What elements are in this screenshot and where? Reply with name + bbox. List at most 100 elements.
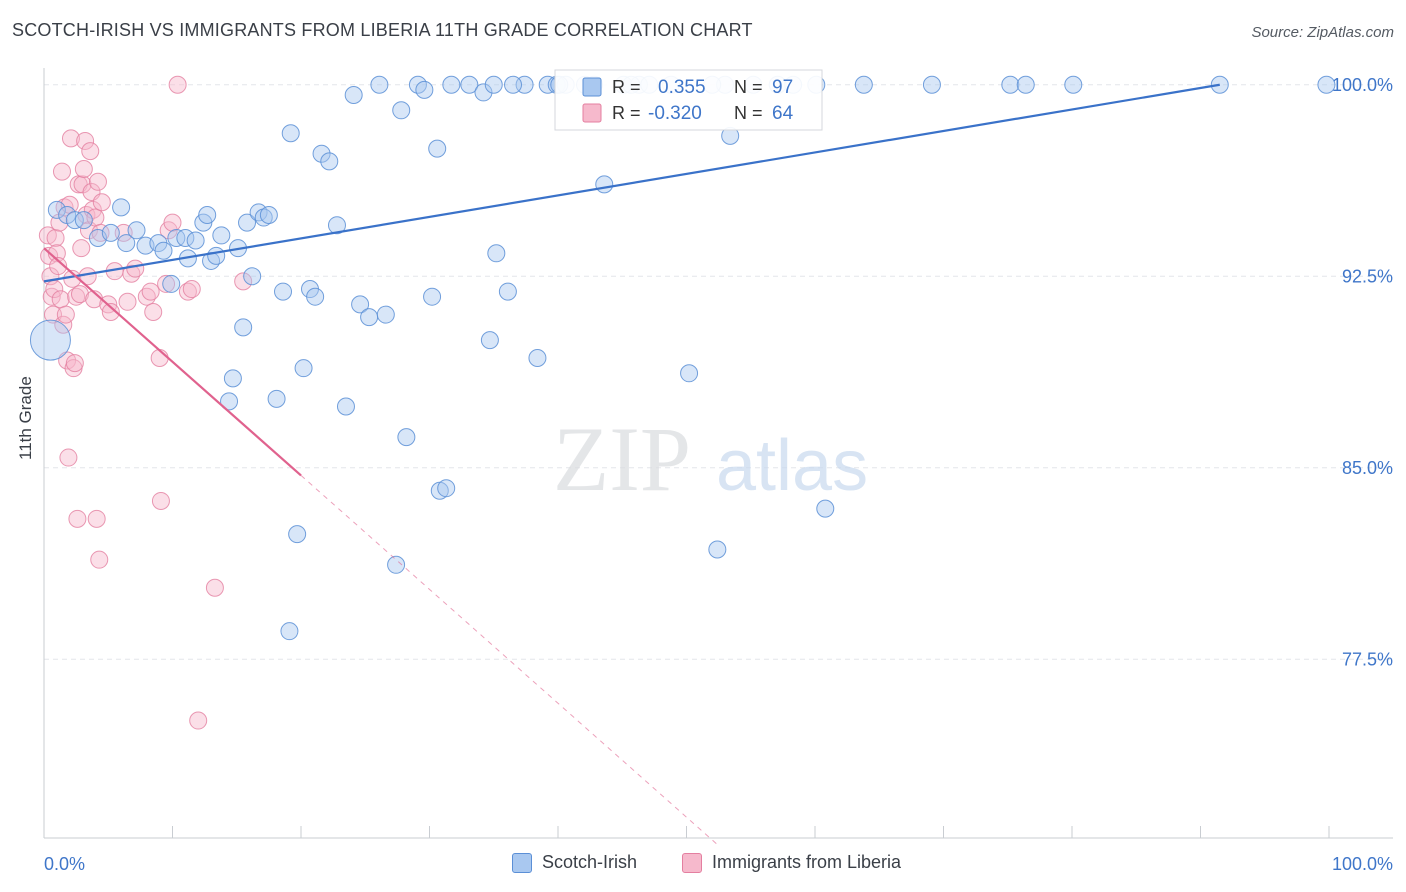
liberia-point [59, 448, 78, 467]
scotch-irish-points [29, 75, 1336, 641]
liberia-point [52, 162, 71, 181]
scotch-irish-point [392, 101, 411, 120]
scotch-irish-point [504, 75, 523, 94]
scotch-irish-point [154, 241, 173, 260]
liberia-point [157, 274, 176, 293]
x-tick-label-right: 100.0% [1332, 854, 1393, 874]
scotch-irish-point [212, 226, 231, 245]
scotch-irish-point [162, 274, 181, 293]
liberia-point [73, 175, 92, 194]
y-tick-label-1: 92.5% [1342, 266, 1393, 286]
liberia-point [46, 228, 65, 247]
liberia-point [126, 259, 145, 278]
scotch-irish-point [223, 369, 242, 388]
scotch-irish-point [238, 213, 257, 232]
scotch-irish-point [1016, 75, 1035, 94]
scotch-irish-point [320, 152, 339, 171]
scotch-irish-point [428, 139, 447, 158]
liberia-point [234, 272, 253, 291]
scotch-irish-point [176, 228, 195, 247]
legend-r-value-1: 0.355 [658, 77, 706, 98]
legend-label-liberia: Immigrants from Liberia [712, 852, 902, 872]
legend-swatch-scotch-irish [512, 852, 532, 873]
liberia-point [74, 160, 93, 179]
scotch-irish-point [437, 479, 456, 498]
scotch-irish-point [397, 428, 416, 447]
legend-swatch-pink [582, 103, 602, 123]
scotch-irish-point [460, 75, 479, 94]
gridlines [44, 84, 1393, 660]
liberia-point [81, 142, 100, 161]
liberia-point [56, 305, 75, 324]
scotch-irish-point [288, 525, 307, 544]
liberia-point [182, 280, 201, 299]
axes [43, 68, 1393, 839]
liberia-point [92, 193, 111, 212]
scotch-irish-point [376, 305, 395, 324]
scotch-irish-point [127, 221, 146, 240]
liberia-point [70, 285, 89, 304]
liberia-point [141, 282, 160, 301]
liberia-point [51, 290, 70, 309]
scotch-irish-point [484, 75, 503, 94]
legend-swatch-blue [582, 77, 602, 97]
legend-swatch-liberia [682, 852, 702, 873]
scotch-irish-point [387, 555, 406, 574]
legend-r-label-2: R = [612, 103, 641, 123]
scotch-irish-point [351, 295, 370, 314]
scotch-irish-point [1001, 75, 1020, 94]
scotch-irish-point [360, 308, 379, 327]
scotch-irish-point [274, 282, 293, 301]
liberia-point [88, 172, 107, 191]
liberia-point [72, 239, 91, 258]
scotch-irish-point [1064, 75, 1083, 94]
liberia-point [144, 303, 163, 322]
watermark-zip: ZIP [553, 408, 691, 510]
scotch-irish-point [112, 198, 131, 217]
scotch-irish-point [294, 359, 313, 378]
scotch-irish-trend-line [43, 83, 1220, 283]
scotch-irish-point [474, 83, 493, 102]
watermark-atlas: atlas [716, 426, 868, 506]
scotch-irish-point [186, 231, 205, 250]
liberia-point [65, 354, 84, 373]
liberia-point [76, 131, 95, 150]
scotch-irish-point [280, 622, 299, 641]
scotch-irish-point [415, 80, 434, 99]
liberia-point [118, 292, 137, 311]
scotch-irish-point [74, 211, 93, 230]
legend-n-value-1: 97 [772, 77, 793, 98]
scotch-irish-point [370, 75, 389, 94]
liberia-point [90, 550, 109, 569]
scotch-irish-point [259, 205, 278, 224]
scotch-irish-point [528, 348, 547, 367]
scotch-irish-point [29, 319, 71, 361]
scotch-irish-point [267, 389, 286, 408]
liberia-point [87, 509, 106, 528]
y-tick-label-3: 77.5% [1342, 649, 1393, 669]
liberia-point [163, 213, 182, 232]
scotch-irish-point [327, 216, 346, 235]
scotch-irish-point [101, 223, 120, 242]
liberia-point [151, 491, 170, 510]
stats-legend: R = 0.355 N = 97 R = -0.320 N = 64 [554, 69, 823, 131]
legend-n-label-1: N = [734, 77, 763, 97]
scotch-irish-point [922, 75, 941, 94]
x-tick-label-left: 0.0% [44, 854, 85, 874]
scotch-irish-point [442, 75, 461, 94]
x-tick-labels: 0.0% 100.0% [44, 854, 1393, 874]
legend-r-value-2: -0.320 [648, 103, 702, 124]
liberia-trend-extension [300, 475, 719, 847]
scotch-irish-point [47, 200, 66, 219]
legend-item-liberia: Immigrants from Liberia [682, 852, 901, 873]
legend-label-scotch-irish: Scotch-Irish [542, 852, 638, 872]
legend-item-scotch-irish: Scotch-Irish [512, 852, 637, 873]
y-tick-label-2: 85.0% [1342, 458, 1393, 478]
scotch-irish-point [487, 244, 506, 263]
legend-r-label-1: R = [612, 77, 641, 97]
scotch-irish-point [117, 234, 136, 253]
y-tick-labels: 100.0% 92.5% 85.0% 77.5% [1332, 75, 1393, 669]
liberia-point [189, 711, 208, 730]
liberia-point [168, 75, 187, 94]
